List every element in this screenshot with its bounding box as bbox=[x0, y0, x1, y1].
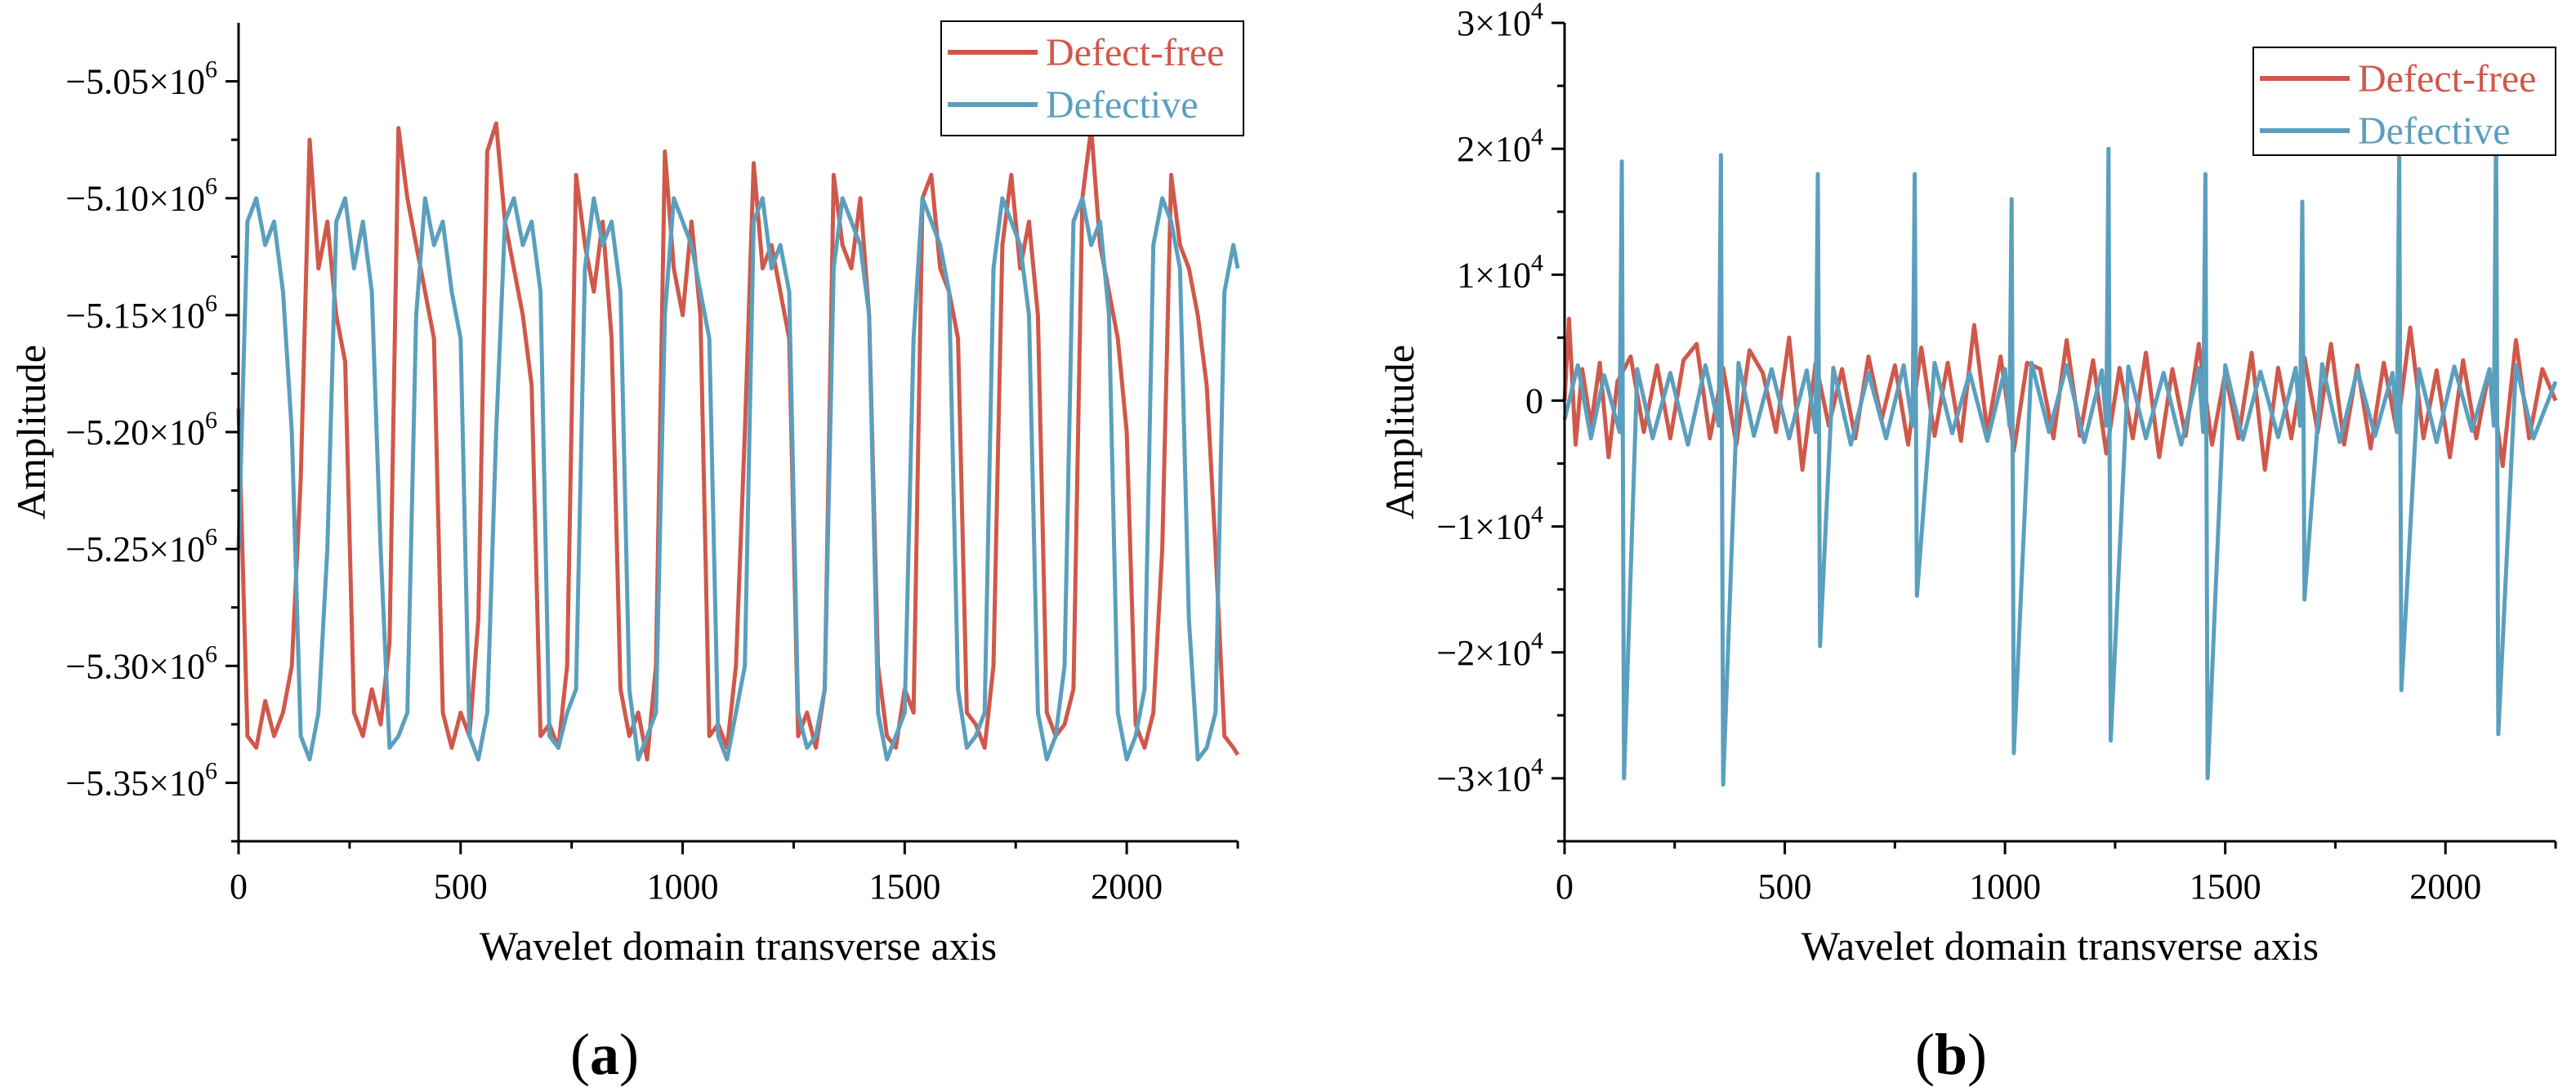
y-axis-title: Amplitude bbox=[8, 345, 54, 519]
y-axis-title: Amplitude bbox=[1377, 345, 1422, 519]
legend-label: Defective bbox=[1046, 83, 1199, 127]
y-tick-label: 3×104 bbox=[1457, 0, 1543, 43]
panel-b-label: (b) bbox=[1915, 1022, 1987, 1087]
series-line-defect-free bbox=[236, 121, 1240, 762]
x-tick-label: 1500 bbox=[868, 867, 940, 907]
panel-a-label: (a) bbox=[570, 1022, 639, 1087]
y-tick-label: −2×104 bbox=[1436, 627, 1543, 673]
y-tick-label: 0 bbox=[1525, 381, 1543, 421]
series-line-defective bbox=[236, 196, 1240, 762]
legend-box bbox=[2252, 47, 2556, 156]
y-tick-label: −5.05×106 bbox=[65, 56, 217, 102]
y-tick-label: −3×104 bbox=[1436, 753, 1543, 799]
x-tick-label: 500 bbox=[1758, 867, 1812, 907]
y-tick-label: −1×104 bbox=[1436, 501, 1543, 547]
x-tick-label: 1000 bbox=[647, 867, 719, 907]
y-tick-label: 2×104 bbox=[1457, 123, 1543, 169]
legend: Defect-free Defective bbox=[940, 20, 1244, 136]
y-tick-label: −5.20×106 bbox=[65, 407, 217, 452]
legend-label: Defect-free bbox=[1046, 31, 1224, 74]
y-tick-label: 1×104 bbox=[1457, 249, 1543, 295]
y-tick-label: −5.15×106 bbox=[65, 290, 217, 336]
legend-label: Defective bbox=[2358, 109, 2511, 153]
legend-box bbox=[940, 20, 1244, 136]
x-tick-label: 0 bbox=[230, 867, 248, 907]
x-tick-label: 2000 bbox=[1091, 867, 1163, 907]
x-tick-label: 1000 bbox=[1969, 867, 2041, 907]
x-axis-title: Wavelet domain transverse axis bbox=[1801, 923, 2319, 969]
y-tick-label: −5.35×106 bbox=[65, 757, 217, 803]
y-tick-label: −5.30×106 bbox=[65, 640, 217, 686]
series-line-defective bbox=[1562, 121, 2558, 787]
x-tick-label: 500 bbox=[434, 867, 488, 907]
legend-label: Defect-free bbox=[2358, 57, 2536, 100]
legend: Defect-free Defective bbox=[2252, 47, 2556, 156]
y-tick-label: −5.10×106 bbox=[65, 173, 217, 219]
series-line-defect-free bbox=[1562, 316, 2558, 472]
y-tick-label: −5.25×106 bbox=[65, 524, 217, 569]
x-tick-label: 1500 bbox=[2190, 867, 2261, 907]
x-tick-label: 2000 bbox=[2409, 867, 2481, 907]
panel-a-chart: 0 500 1000 1500 2000 −5.05×106 −5.10×106 −5.15×… bbox=[8, 20, 1244, 969]
x-axis-title: Wavelet domain transverse axis bbox=[480, 923, 997, 969]
panel-b-chart: 0 500 1000 1500 2000 3×104 2×104 1×104 0 −1×104 −2… bbox=[1377, 0, 2558, 969]
x-tick-label: 0 bbox=[1556, 867, 1574, 907]
